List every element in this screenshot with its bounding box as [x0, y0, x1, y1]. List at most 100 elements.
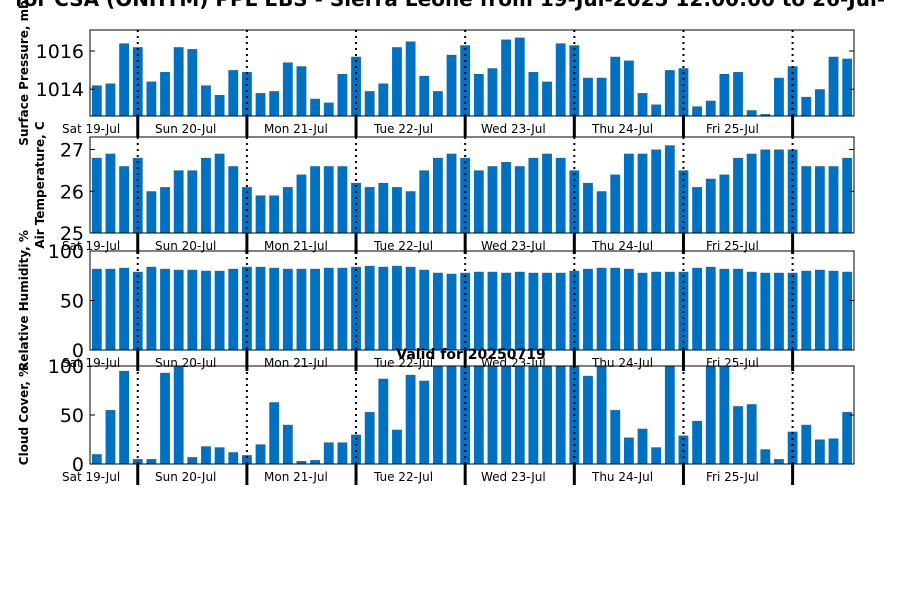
- bar-1-32: [514, 37, 525, 116]
- bar-1-21: [364, 91, 375, 116]
- bar-3-22: [378, 266, 389, 350]
- bar-3-33: [528, 272, 539, 350]
- xtick-label-4-1: Sat 19-Jul: [62, 470, 120, 484]
- bar-3-41: [637, 272, 648, 350]
- bar-4-19: [337, 442, 348, 464]
- bar-3-48: [733, 268, 743, 350]
- bar-2-14: [269, 195, 280, 233]
- xtick-label-1-5: Wed 23-Jul: [481, 122, 546, 136]
- bar-1-34: [542, 81, 552, 116]
- bar-3-17: [310, 268, 321, 350]
- bar-3-38: [596, 267, 607, 350]
- bar-1-56: [842, 58, 853, 116]
- bar-4-38: [596, 366, 607, 464]
- bar-3-24: [405, 266, 416, 350]
- bar-2-8: [187, 170, 198, 233]
- ylabel-3: Relative Humidity, %: [17, 230, 31, 371]
- xtick-label-4-3: Mon 21-Jul: [264, 470, 328, 484]
- bar-4-14: [269, 402, 280, 464]
- bar-3-55: [828, 270, 839, 350]
- bar-4-50: [760, 449, 771, 464]
- bar-4-23: [392, 429, 402, 464]
- bar-1-7: [173, 47, 184, 117]
- bar-1-19: [337, 73, 348, 116]
- bar-4-29: [473, 366, 484, 464]
- bar-3-20: [351, 266, 361, 350]
- bar-1-29: [473, 73, 484, 116]
- ytick-label-2-1: 25: [60, 223, 84, 245]
- bar-3-29: [473, 271, 484, 350]
- bar-4-20: [351, 434, 361, 464]
- bar-1-28: [460, 45, 471, 116]
- bar-1-23: [392, 47, 402, 117]
- bar-2-45: [692, 187, 703, 233]
- bar-3-51: [774, 272, 784, 350]
- bar-1-14: [269, 91, 280, 116]
- bar-3-40: [623, 268, 634, 350]
- bar-3-5: [146, 266, 157, 350]
- bar-2-16: [296, 174, 307, 233]
- bar-2-47: [719, 174, 730, 233]
- bar-2-38: [596, 191, 607, 233]
- ytick-label-4-3: 100: [48, 356, 84, 378]
- bar-3-10: [214, 270, 225, 350]
- bar-2-32: [514, 166, 525, 233]
- bar-4-55: [828, 438, 839, 464]
- ytick-label-4-1: 0: [72, 454, 84, 476]
- panel-2: 25 26 27 Sat 19-Jul Sun 20-Jul Mon 21-Jul Tue …: [33, 121, 855, 254]
- bar-1-24: [405, 41, 416, 116]
- chart-title: for CSA (ONHTM) PPL EBS - Sierra Leone f…: [15, 0, 885, 11]
- xtick-label-4-7: Fri 25-Jul: [706, 470, 759, 484]
- ylabel-1: Surface Pressure, mb: [17, 0, 31, 146]
- bar-2-42: [651, 149, 662, 233]
- bar-2-22: [378, 182, 389, 233]
- bar-1-11: [228, 70, 239, 116]
- bar-2-17: [310, 166, 321, 233]
- ytick-label-4-2: 50: [60, 405, 84, 427]
- ytick-label-3-2: 50: [60, 291, 84, 313]
- axes-frame-1: [89, 29, 855, 117]
- bar-1-2: [105, 83, 116, 116]
- bar-1-9: [201, 85, 211, 116]
- bar-3-43: [664, 271, 675, 350]
- bar-4-40: [623, 437, 634, 464]
- bar-4-10: [214, 447, 225, 464]
- bar-2-36: [569, 170, 580, 233]
- bar-3-44: [678, 271, 689, 350]
- bar-2-51: [774, 149, 784, 233]
- bar-1-42: [651, 104, 662, 116]
- bar-3-49: [746, 271, 757, 350]
- bar-3-37: [583, 268, 593, 350]
- bar-4-41: [637, 428, 648, 464]
- bar-1-37: [583, 77, 593, 116]
- bar-2-41: [637, 153, 648, 233]
- bar-4-5: [146, 459, 157, 464]
- bar-1-5: [146, 81, 157, 116]
- bar-4-30: [487, 366, 498, 464]
- bar-4-45: [692, 420, 703, 464]
- bar-2-5: [146, 191, 157, 233]
- xtick-label-1-6: Thu 24-Jul: [591, 122, 653, 136]
- bar-1-15: [282, 62, 293, 116]
- xtick-label-1-4: Tue 22-Jul: [373, 122, 433, 136]
- bar-1-17: [310, 98, 321, 116]
- bar-2-19: [337, 166, 348, 233]
- bar-3-21: [364, 265, 375, 350]
- bar-1-43: [664, 70, 675, 116]
- bar-1-31: [501, 39, 512, 117]
- bar-3-4: [132, 271, 143, 350]
- bar-2-56: [842, 157, 853, 233]
- bar-3-6: [160, 268, 170, 350]
- xtick-label-1-7: Fri 25-Jul: [706, 122, 759, 136]
- bar-1-27: [446, 54, 457, 116]
- bar-2-54: [814, 166, 825, 233]
- bar-4-4: [132, 459, 143, 464]
- bar-2-27: [446, 153, 457, 233]
- bar-2-11: [228, 166, 239, 233]
- xtick-label-3-3: Mon 21-Jul: [264, 356, 328, 370]
- bar-1-12: [241, 72, 252, 116]
- bar-1-22: [378, 83, 389, 116]
- xtick-label-3-2: Sun 20-Jul: [155, 356, 216, 370]
- bar-2-39: [610, 174, 621, 233]
- bar-4-39: [610, 410, 621, 464]
